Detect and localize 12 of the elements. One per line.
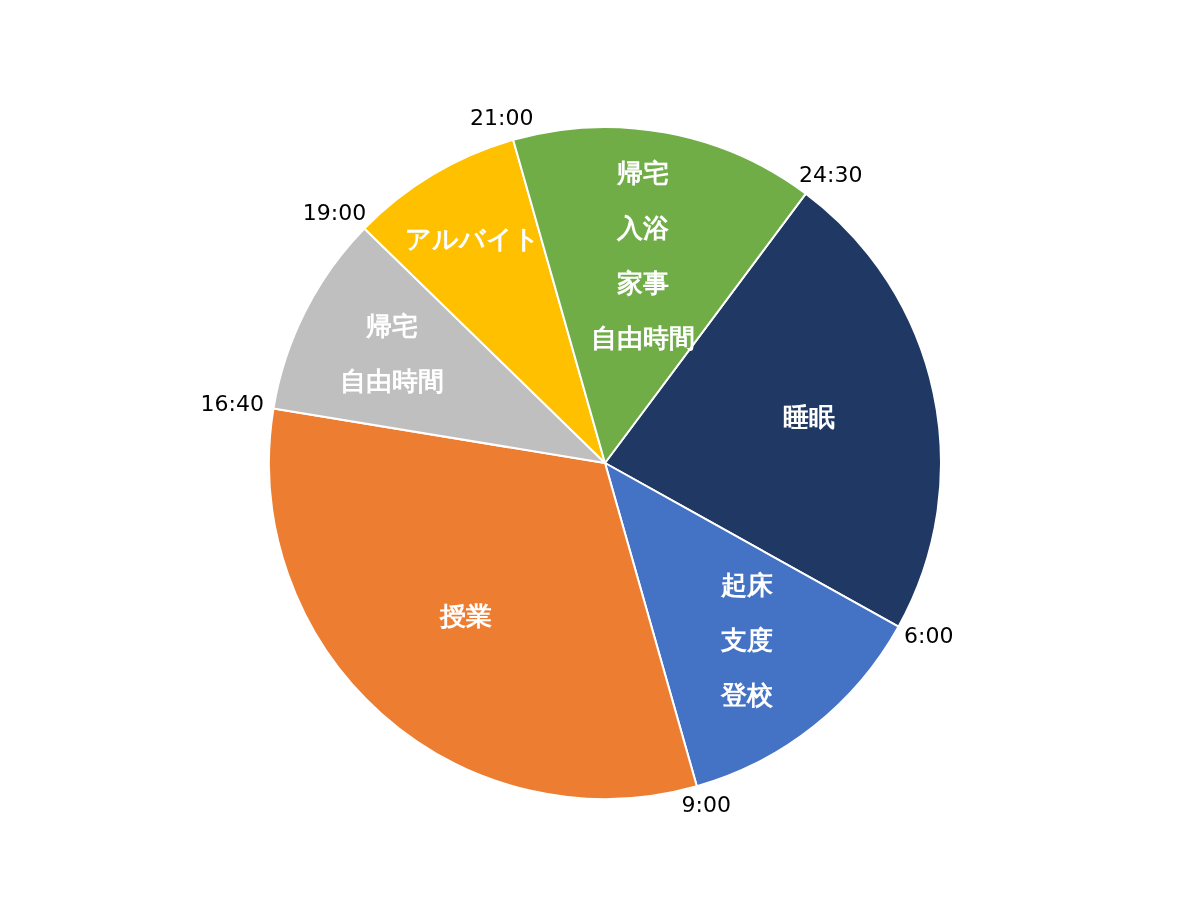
text: 16:40 (200, 390, 265, 416)
slice-label: 授業 (439, 601, 493, 632)
slice-label: アルバイト (405, 223, 541, 254)
text: 19:00 (302, 199, 367, 225)
slice-label: 起床支度登校 (719, 569, 774, 710)
slice-label: 帰宅自由時間 (340, 310, 445, 396)
text: 9:00 (681, 792, 732, 818)
slice-label: 睡眠 (782, 402, 835, 433)
slice-label: 帰宅入浴家事自由時間 (590, 158, 695, 354)
text: 6:00 (904, 622, 954, 648)
text: 21:00 (470, 105, 534, 131)
text: 24:30 (799, 162, 863, 188)
